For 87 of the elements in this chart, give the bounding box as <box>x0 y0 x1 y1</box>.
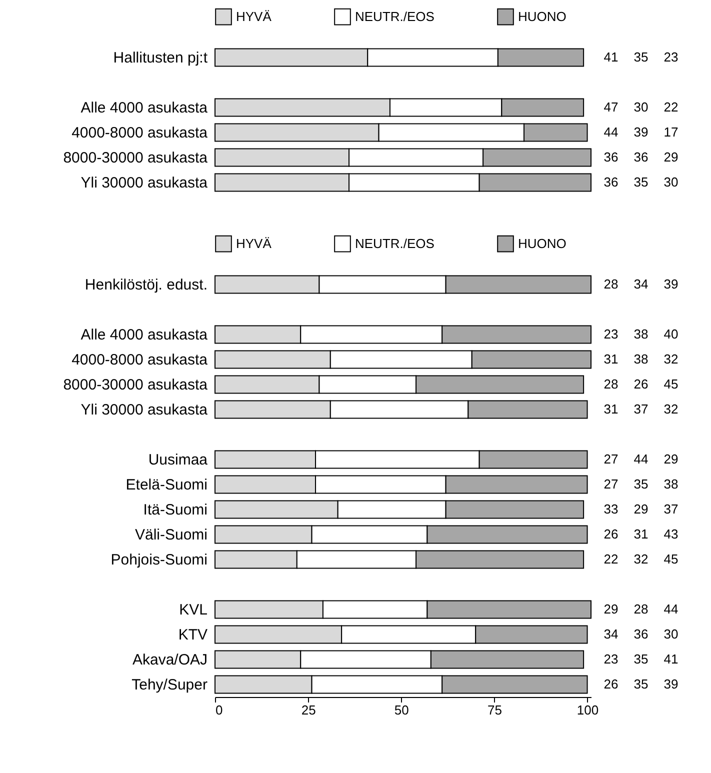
x-tick-label: 0 <box>216 702 223 718</box>
series-label: HUONO <box>518 236 566 251</box>
data-label: 44 <box>604 124 618 140</box>
x-tick-label: 100 <box>576 702 599 718</box>
y-tick-label: Uusimaa <box>148 452 208 468</box>
y-tick-label: Väli-Suomi <box>134 526 208 544</box>
data-label: 29 <box>604 602 618 616</box>
data-label: 27 <box>604 476 618 492</box>
y-tick-label: Hallitusten pj:t <box>113 50 208 66</box>
data-label: 22 <box>664 100 678 114</box>
data-label: 35 <box>634 652 648 666</box>
series-label: NEUTR./EOS <box>355 236 435 251</box>
y-tick-label: 4000-8000 asukasta <box>72 352 208 368</box>
data-label: 27 <box>604 452 618 466</box>
data-label: 23 <box>664 50 678 64</box>
data-label: 36 <box>604 150 618 164</box>
y-tick-label: Yli 30000 asukasta <box>80 174 208 192</box>
data-label: 32 <box>634 552 648 566</box>
data-label: 33 <box>604 502 618 516</box>
data-label: 38 <box>634 352 648 366</box>
data-label: 22 <box>604 552 618 566</box>
y-tick-label: Etelä-Suomi <box>126 476 208 494</box>
y-tick-label: Pohjois-Suomi <box>110 552 208 568</box>
data-label: 29 <box>634 502 648 516</box>
data-label: 41 <box>604 50 618 64</box>
data-label: 47 <box>604 100 618 114</box>
data-label: 28 <box>634 602 648 616</box>
x-tick-label: 50 <box>394 702 409 718</box>
y-tick-label: Alle 4000 asukasta <box>80 100 208 116</box>
data-label: 32 <box>664 352 678 366</box>
data-label: 31 <box>634 526 648 542</box>
data-label: 26 <box>604 676 618 692</box>
data-label: 35 <box>634 476 648 492</box>
data-label: 39 <box>664 276 678 292</box>
data-label: 29 <box>664 452 678 466</box>
data-label: 45 <box>664 376 678 392</box>
data-label: 38 <box>634 326 648 342</box>
y-tick-label: KVL <box>179 602 208 618</box>
data-label: 36 <box>634 150 648 164</box>
legend-label: NEUTR./EOS <box>355 8 435 24</box>
data-label: 35 <box>634 174 648 190</box>
data-label: 28 <box>604 276 618 292</box>
data-label: 45 <box>664 552 678 566</box>
data-label: 35 <box>634 676 648 692</box>
legend-label: HUONO <box>518 8 566 24</box>
data-label: 43 <box>664 526 678 542</box>
data-label: 26 <box>634 376 648 392</box>
x-tick-label: 25 <box>301 702 316 718</box>
data-label: 37 <box>634 402 648 416</box>
y-tick-label: Yli 30000 asukasta <box>80 402 208 418</box>
data-label: 23 <box>604 652 618 666</box>
data-label: 30 <box>634 100 648 114</box>
data-label: 30 <box>664 174 678 190</box>
data-label: 39 <box>664 676 678 692</box>
series-label: HYVÄ <box>236 236 272 251</box>
y-tick-label: Henkilöstöj. edust. <box>84 276 208 294</box>
x-tick-label: 75 <box>487 702 502 718</box>
y-tick-label: 8000-30000 asukasta <box>63 376 208 394</box>
data-label: 44 <box>664 602 678 616</box>
data-label: 44 <box>634 452 648 466</box>
data-label: 34 <box>604 626 618 642</box>
data-label: 17 <box>664 124 678 140</box>
data-label: 30 <box>664 626 678 642</box>
data-label: 31 <box>604 402 618 416</box>
data-label: 26 <box>604 526 618 542</box>
data-label: 37 <box>664 502 678 516</box>
y-tick-label: 4000-8000 asukasta <box>72 124 208 142</box>
y-tick-label: 8000-30000 asukasta <box>63 150 208 166</box>
data-label: 34 <box>634 276 648 292</box>
data-label: 29 <box>664 150 678 164</box>
y-tick-label: Alle 4000 asukasta <box>80 326 208 344</box>
y-tick-label: Itä-Suomi <box>143 502 208 518</box>
data-label: 23 <box>604 326 618 342</box>
data-label: 35 <box>634 50 648 64</box>
data-label: 28 <box>604 376 618 392</box>
y-tick-label: Tehy/Super <box>132 676 208 694</box>
data-label: 31 <box>604 352 618 366</box>
y-tick-label: KTV <box>178 626 208 644</box>
data-label: 41 <box>664 652 678 666</box>
y-tick-label: Akava/OAJ <box>132 652 208 668</box>
data-label: 38 <box>664 476 678 492</box>
data-label: 36 <box>604 174 618 190</box>
data-label: 32 <box>664 402 678 416</box>
data-label: 39 <box>634 124 648 140</box>
legend-label: HYVÄ <box>236 8 272 24</box>
data-label: 40 <box>664 326 678 342</box>
data-label: 36 <box>634 626 648 642</box>
